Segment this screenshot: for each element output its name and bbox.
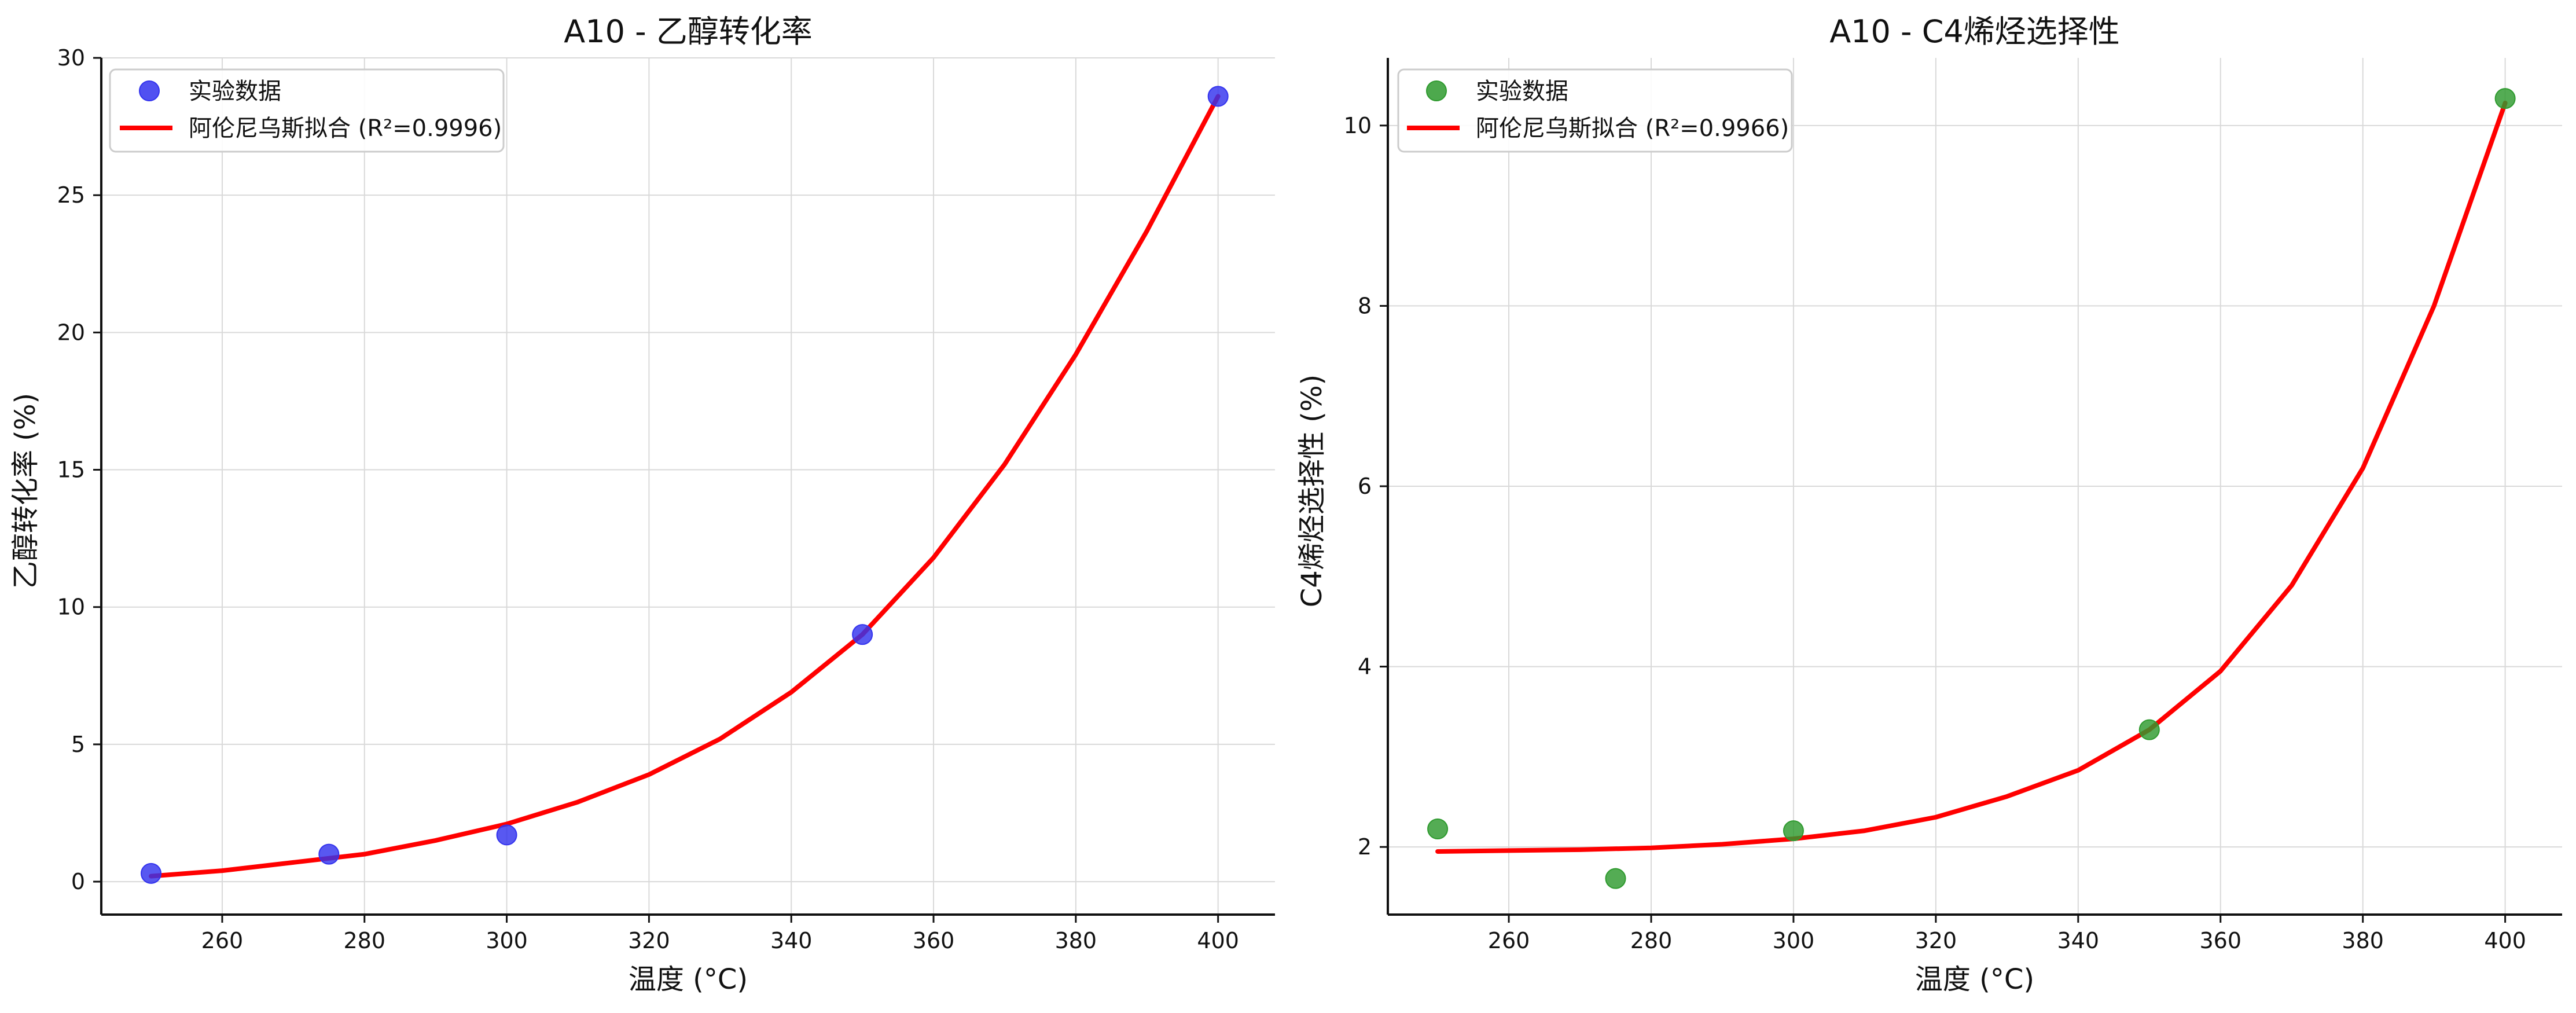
y-tick-label: 5 bbox=[71, 732, 85, 757]
grid bbox=[101, 57, 1275, 915]
y-tick-label: 4 bbox=[1358, 654, 1372, 680]
y-tick-label: 10 bbox=[1344, 113, 1372, 138]
legend-marker-experimental-data bbox=[139, 80, 160, 101]
chart-ethanol-conversion: A10 - 乙醇转化率 温度 (°C) 乙醇转化率 (%) 260 280 300 3… bbox=[9, 13, 1275, 996]
y-tick-label: 10 bbox=[57, 594, 85, 620]
y-axis-label: C4烯烃选择性 (%) bbox=[1296, 375, 1328, 607]
legend-label-arrhenius-fit: 阿伦尼乌斯拟合 (R²=0.9966) bbox=[1476, 115, 1789, 142]
x-tick-label: 280 bbox=[1630, 928, 1673, 953]
x-tick-label: 360 bbox=[913, 928, 955, 953]
y-tick-label: 6 bbox=[1358, 474, 1372, 499]
x-tick-label: 320 bbox=[1915, 928, 1957, 953]
legend-label-experimental-data: 实验数据 bbox=[1476, 78, 1568, 105]
y-tick-label: 20 bbox=[57, 320, 85, 345]
x-tick-label: 400 bbox=[1197, 928, 1239, 953]
x-tick-label: 360 bbox=[2199, 928, 2241, 953]
y-tick-label: 30 bbox=[57, 45, 85, 71]
x-tick-label: 300 bbox=[1773, 928, 1815, 953]
data-point bbox=[2494, 88, 2516, 109]
data-point bbox=[1605, 868, 1626, 889]
x-tick-label: 280 bbox=[343, 928, 385, 953]
legend-label-arrhenius-fit: 阿伦尼乌斯拟合 (R²=0.9996) bbox=[189, 115, 502, 142]
data-point bbox=[1427, 819, 1449, 839]
axes bbox=[1380, 58, 2562, 923]
tick-labels: 260 280 300 320 340 360 380 400 2 4 6 8 10 bbox=[1344, 113, 2526, 953]
y-tick-label: 25 bbox=[57, 182, 85, 208]
grid bbox=[1388, 58, 2562, 915]
x-axis-label: 温度 (°C) bbox=[629, 963, 748, 996]
y-tick-label: 8 bbox=[1358, 293, 1372, 318]
x-tick-label: 300 bbox=[486, 928, 528, 953]
x-tick-label: 400 bbox=[2484, 928, 2526, 953]
legend: 实验数据 阿伦尼乌斯拟合 (R²=0.9966) bbox=[1397, 68, 1793, 153]
x-tick-label: 260 bbox=[1488, 928, 1530, 953]
x-axis-label: 温度 (°C) bbox=[1915, 963, 2034, 996]
legend-box bbox=[109, 68, 505, 153]
x-tick-label: 320 bbox=[628, 928, 670, 953]
legend-box bbox=[1397, 68, 1793, 153]
data-point bbox=[1207, 86, 1229, 107]
x-tick-label: 260 bbox=[201, 928, 244, 953]
x-tick-label: 340 bbox=[770, 928, 813, 953]
x-tick-label: 380 bbox=[2342, 928, 2384, 953]
x-tick-label: 380 bbox=[1055, 928, 1097, 953]
data-point bbox=[318, 843, 340, 865]
fit-curve bbox=[1435, 100, 2508, 854]
tick-labels: 260 280 300 320 340 360 380 400 0 5 10 15 20 25 30 bbox=[57, 45, 1239, 953]
data-point bbox=[1783, 820, 1804, 842]
y-tick-label: 15 bbox=[57, 457, 85, 483]
legend-label-experimental-data: 实验数据 bbox=[189, 78, 281, 105]
chart-c4-olefin-selectivity: A10 - C4烯烃选择性 温度 (°C) C4烯烃选择性 (%) 260 280… bbox=[1296, 13, 2562, 996]
axes bbox=[93, 57, 1275, 923]
data-points-layer bbox=[1427, 88, 2516, 889]
data-point bbox=[2138, 719, 2160, 740]
data-point bbox=[141, 862, 162, 884]
data-points-layer bbox=[141, 86, 1229, 884]
y-axis-label: 乙醇转化率 (%) bbox=[9, 393, 42, 589]
fit-curve-layer bbox=[1435, 100, 2508, 854]
data-point bbox=[852, 624, 873, 645]
chart-title: A10 - 乙醇转化率 bbox=[564, 13, 812, 50]
chart-title: A10 - C4烯烃选择性 bbox=[1829, 13, 2120, 50]
legend-marker-experimental-data bbox=[1426, 80, 1447, 101]
x-tick-label: 340 bbox=[2057, 928, 2100, 953]
data-point bbox=[496, 824, 517, 846]
legend: 实验数据 阿伦尼乌斯拟合 (R²=0.9996) bbox=[109, 68, 505, 153]
y-tick-label: 2 bbox=[1358, 834, 1372, 860]
y-tick-label: 0 bbox=[71, 869, 85, 894]
